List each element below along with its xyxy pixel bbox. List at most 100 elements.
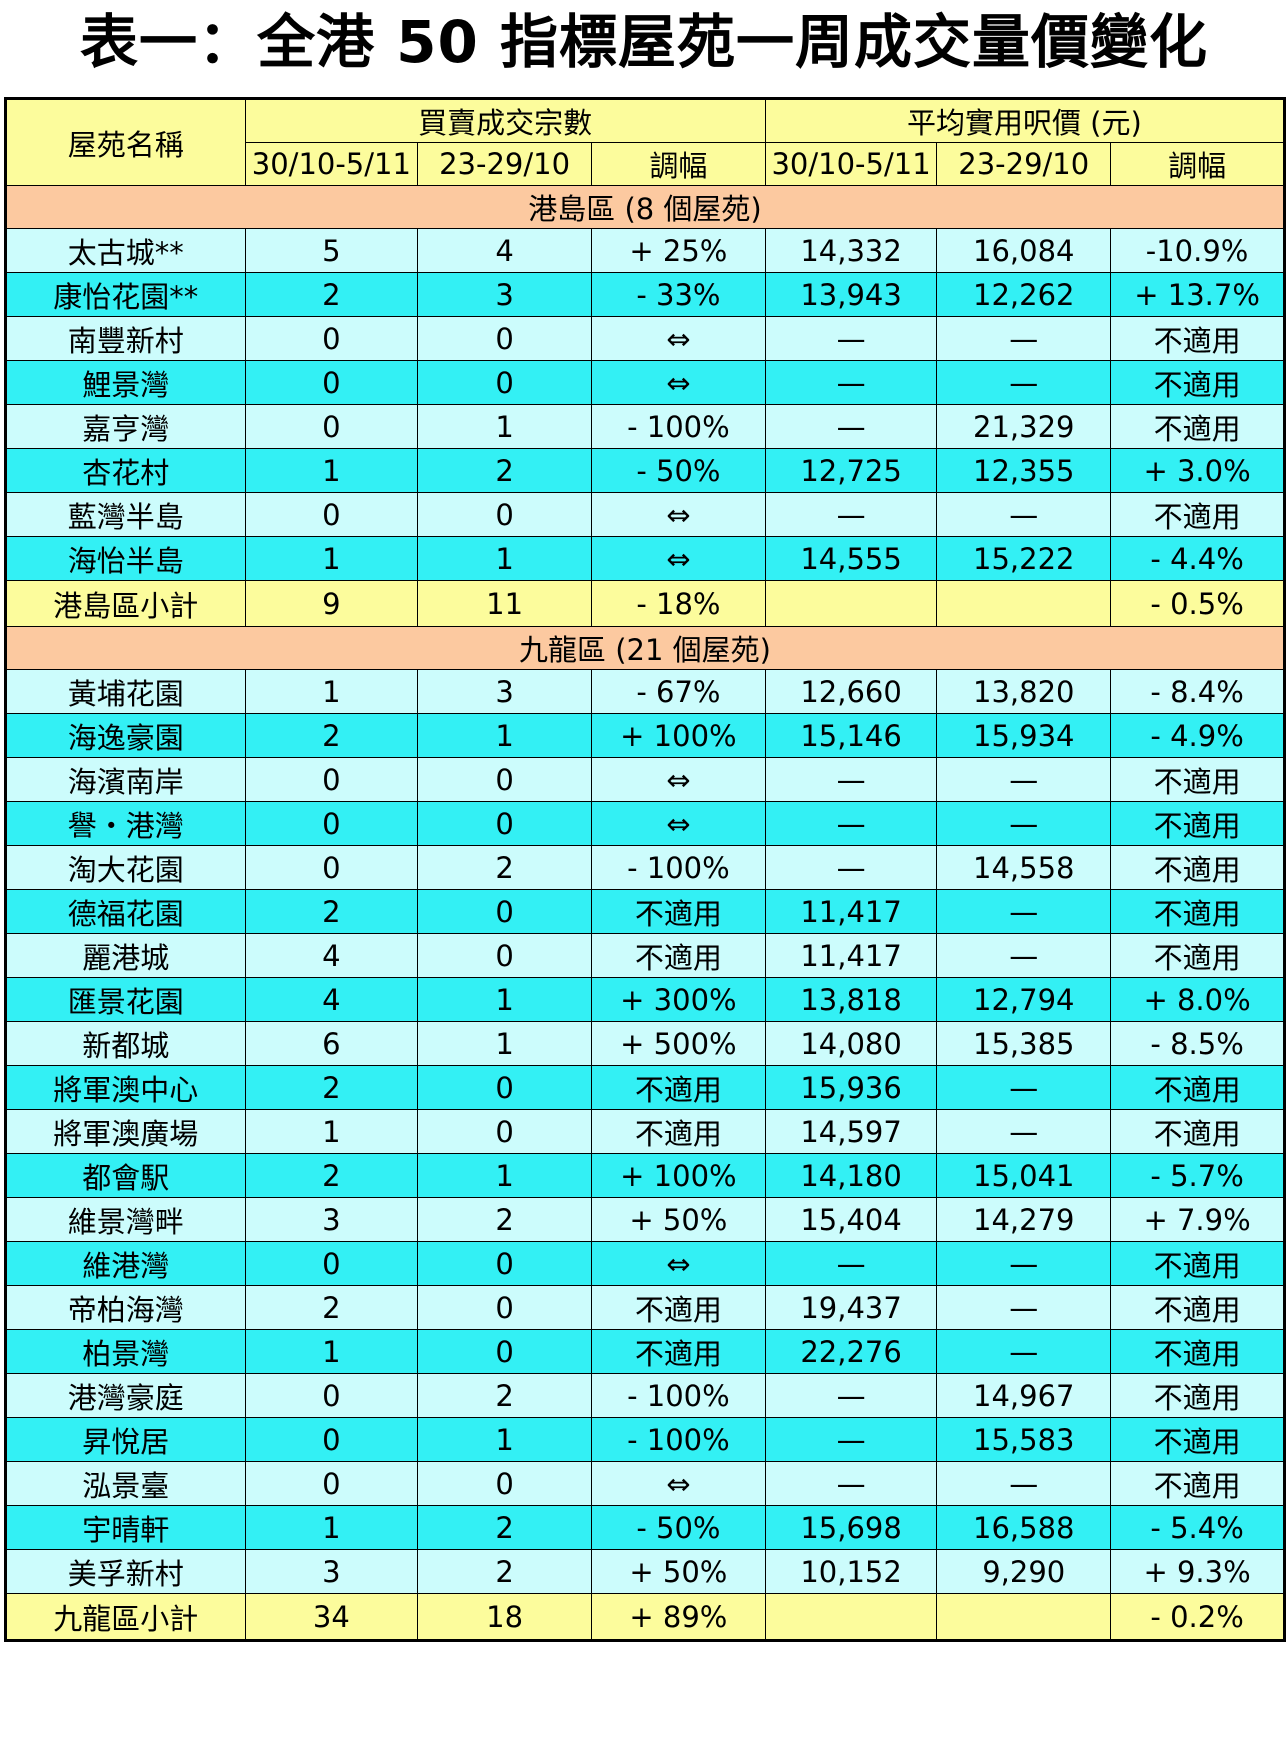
txn-previous: 1	[417, 1153, 592, 1198]
estate-name: 港灣豪庭	[5, 1373, 246, 1418]
txn-previous: 0	[417, 757, 592, 802]
txn-change: ⇔	[590, 360, 766, 405]
txn-current: 0	[244, 1373, 419, 1418]
txn-change: 不適用	[590, 1109, 766, 1154]
subtotal-txn-previous: 11	[417, 580, 592, 627]
txn-previous: 0	[417, 1109, 592, 1154]
price-previous: 16,588	[936, 1505, 1112, 1550]
txn-change: ⇔	[590, 536, 766, 581]
section-title: 港島區 (8 個屋苑)	[5, 185, 1285, 229]
estate-name: 新都城	[5, 1021, 246, 1066]
price-change: 不適用	[1110, 1417, 1285, 1462]
table-row: 太古城** 5 4 + 25% 14,332 16,084 -10.9%	[5, 228, 1285, 273]
price-change: -10.9%	[1110, 228, 1285, 273]
price-previous: —	[936, 1285, 1112, 1330]
price-change: - 4.9%	[1110, 713, 1285, 758]
txn-change: + 50%	[590, 1197, 766, 1242]
estate-name: 太古城**	[5, 228, 246, 273]
txn-change: 不適用	[590, 933, 766, 978]
price-current: —	[764, 801, 938, 846]
table-row: 譽・港灣 0 0 ⇔ — — 不適用	[5, 801, 1285, 846]
price-change: 不適用	[1110, 1461, 1285, 1506]
estate-name: 海怡半島	[5, 536, 246, 581]
txn-change: - 100%	[590, 845, 766, 890]
estate-name: 嘉亨灣	[5, 404, 246, 449]
price-current: 12,725	[764, 448, 938, 493]
estate-name: 都會駅	[5, 1153, 246, 1198]
price-current: 11,417	[764, 933, 938, 978]
col-header-price-change: 調幅	[1110, 142, 1285, 186]
txn-current: 0	[244, 801, 419, 846]
price-change: 不適用	[1110, 801, 1285, 846]
txn-current: 2	[244, 713, 419, 758]
price-current: 14,180	[764, 1153, 938, 1198]
table-row: 海逸豪園 2 1 + 100% 15,146 15,934- 4.9%	[5, 713, 1285, 758]
txn-change: 不適用	[590, 1285, 766, 1330]
txn-previous: 0	[417, 1329, 592, 1374]
table-row: 港灣豪庭 0 2- 100% —14,967 不適用	[5, 1373, 1285, 1418]
estate-name: 南豐新村	[5, 316, 246, 361]
col-header-txn-current-week: 30/10-5/11	[244, 142, 419, 186]
price-change: 不適用	[1110, 316, 1285, 361]
txn-current: 0	[244, 492, 419, 537]
price-previous: 15,385	[936, 1021, 1112, 1066]
estate-name: 藍灣半島	[5, 492, 246, 537]
table-row: 維景灣畔 3 2 + 50% 15,404 14,279 + 7.9%	[5, 1197, 1285, 1242]
txn-current: 0	[244, 757, 419, 802]
txn-previous: 1	[417, 1417, 592, 1462]
table-row: 帝柏海灣 2 0 不適用 19,437— 不適用	[5, 1285, 1285, 1330]
estate-name: 宇晴軒	[5, 1505, 246, 1550]
txn-previous: 1	[417, 536, 592, 581]
price-previous: 14,279	[936, 1197, 1112, 1242]
txn-previous: 1	[417, 713, 592, 758]
txn-current: 1	[244, 1329, 419, 1374]
price-current: —	[764, 1417, 938, 1462]
section-header: 港島區 (8 個屋苑)	[5, 185, 1285, 229]
txn-current: 0	[244, 1461, 419, 1506]
txn-change: - 100%	[590, 1373, 766, 1418]
txn-change: 不適用	[590, 1329, 766, 1374]
table-row: 海濱南岸 0 0 ⇔ — — 不適用	[5, 757, 1285, 802]
txn-previous: 0	[417, 889, 592, 934]
txn-current: 4	[244, 933, 419, 978]
txn-current: 2	[244, 889, 419, 934]
txn-current: 4	[244, 977, 419, 1022]
price-current: 14,555	[764, 536, 938, 581]
price-previous: 12,262	[936, 272, 1112, 317]
price-previous: —	[936, 360, 1112, 405]
txn-previous: 2	[417, 1549, 592, 1594]
txn-current: 1	[244, 448, 419, 493]
price-previous: 15,041	[936, 1153, 1112, 1198]
price-previous: —	[936, 1241, 1112, 1286]
txn-current: 2	[244, 1065, 419, 1110]
txn-previous: 2	[417, 1505, 592, 1550]
price-previous: —	[936, 933, 1112, 978]
price-change: - 4.4%	[1110, 536, 1285, 581]
price-previous: 16,084	[936, 228, 1112, 273]
price-previous: —	[936, 316, 1112, 361]
table-row: 海怡半島 1 1 ⇔ 14,555 15,222- 4.4%	[5, 536, 1285, 581]
price-change: 不適用	[1110, 889, 1285, 934]
price-previous: —	[936, 757, 1112, 802]
price-current: 22,276	[764, 1329, 938, 1374]
table-row: 藍灣半島 0 0 ⇔ — — 不適用	[5, 492, 1285, 537]
table-row: 維港灣 0 0 ⇔ — — 不適用	[5, 1241, 1285, 1286]
txn-change: ⇔	[590, 1241, 766, 1286]
subtotal-price-previous	[936, 580, 1112, 627]
price-change: - 8.5%	[1110, 1021, 1285, 1066]
txn-current: 1	[244, 536, 419, 581]
header-row-1: 屋苑名稱 買賣成交宗數 平均實用呎價 (元)	[5, 98, 1286, 186]
price-change: 不適用	[1110, 1241, 1285, 1286]
price-change: 不適用	[1110, 1373, 1285, 1418]
price-change: 不適用	[1110, 845, 1285, 890]
table-row: 將軍澳中心 2 0 不適用 15,936— 不適用	[5, 1065, 1285, 1110]
price-current: 11,417	[764, 889, 938, 934]
txn-current: 2	[244, 272, 419, 317]
price-previous: 15,934	[936, 713, 1112, 758]
subtotal-txn-change: - 18%	[590, 580, 766, 627]
txn-previous: 1	[417, 404, 592, 449]
txn-previous: 1	[417, 1021, 592, 1066]
txn-previous: 0	[417, 933, 592, 978]
price-current: 15,146	[764, 713, 938, 758]
txn-previous: 1	[417, 977, 592, 1022]
